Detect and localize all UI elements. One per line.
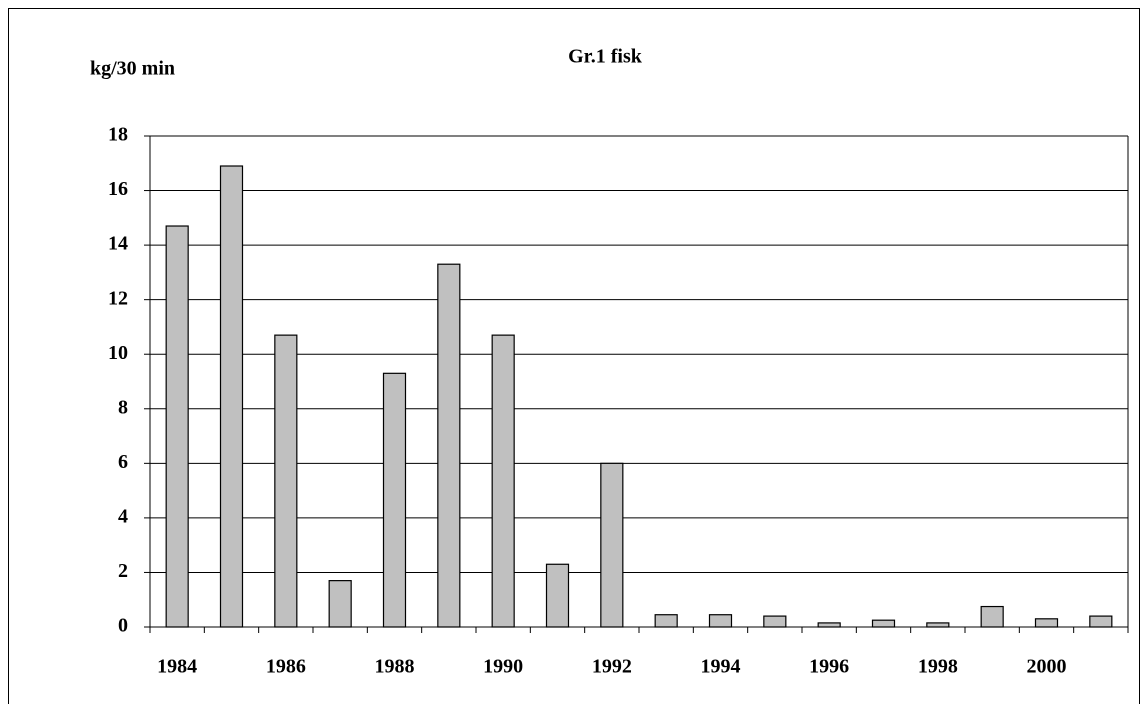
chart-title: Gr.1 fisk: [568, 46, 643, 68]
x-tick-label: 2000: [1027, 656, 1067, 678]
x-tick-label: 1994: [701, 656, 741, 678]
x-tick-label: 1990: [483, 656, 523, 678]
bar: [328, 580, 352, 628]
y-tick-label: 10: [108, 342, 128, 364]
y-tick-label: 4: [118, 505, 128, 527]
x-tick-label: 1992: [592, 656, 632, 678]
bar: [817, 622, 841, 628]
bar: [437, 263, 461, 628]
y-tick-label: 18: [108, 124, 128, 146]
y-tick-label: 0: [118, 615, 128, 637]
bar: [871, 619, 896, 628]
bar: [600, 462, 624, 628]
bar: [165, 225, 189, 628]
y-tick-label: 12: [108, 287, 128, 309]
y-tick-label: 2: [118, 560, 128, 582]
bar: [1089, 615, 1113, 628]
bar: [926, 622, 950, 628]
x-tick-label: 1984: [157, 656, 197, 678]
bar: [1034, 618, 1059, 628]
x-tick-label: 1996: [809, 656, 849, 678]
bar: [763, 615, 787, 628]
bar: [491, 334, 515, 628]
bar: [382, 372, 407, 628]
chart-border: [8, 8, 1140, 704]
y-axis-label: kg/30 min: [90, 58, 175, 80]
bar: [980, 605, 1004, 628]
y-tick-label: 8: [118, 396, 128, 418]
x-tick-label: 1998: [918, 656, 958, 678]
y-tick-label: 14: [108, 233, 128, 255]
bar: [219, 165, 244, 628]
bar: [654, 614, 678, 628]
y-tick-label: 6: [118, 451, 128, 473]
y-tick-label: 16: [108, 178, 128, 200]
bar: [274, 334, 298, 628]
x-tick-label: 1986: [266, 656, 306, 678]
bar: [708, 614, 733, 628]
x-tick-label: 1988: [375, 656, 415, 678]
bar: [545, 563, 570, 628]
